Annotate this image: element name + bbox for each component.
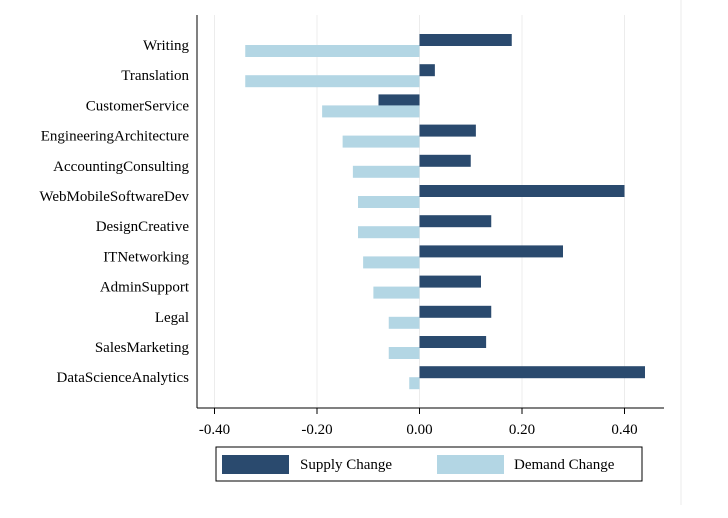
category-label: CustomerService: [86, 98, 190, 114]
demand-change-bar: [363, 256, 420, 269]
demand-change-bar: [245, 75, 420, 88]
category-label: WebMobileSoftwareDev: [39, 189, 189, 205]
supply-change-bar: [419, 336, 487, 348]
demand-change-bar: [358, 196, 420, 208]
axes: [196, 15, 664, 409]
demand-change-bar: [409, 377, 420, 390]
demand-change-bar: [245, 45, 420, 57]
supply-change-bar: [419, 185, 625, 197]
supply-change-bar: [419, 305, 492, 318]
category-label: AdminSupport: [100, 280, 190, 296]
demand-change-bar: [352, 165, 420, 178]
x-tick-label: -0.20: [301, 422, 332, 438]
demand-change-bar: [388, 316, 420, 329]
x-tick-label: 0.40: [611, 422, 637, 438]
demand-change-bar: [388, 347, 420, 359]
supply-change-bar: [419, 154, 471, 167]
supply-change-bar: [419, 215, 492, 228]
category-label: Translation: [121, 68, 189, 84]
x-tick-label: -0.40: [199, 422, 230, 438]
supply-change-bar: [419, 64, 435, 77]
legend: Supply Change Demand Change: [215, 446, 643, 482]
category-label: DataScienceAnalytics: [57, 370, 190, 386]
x-ticks: -0.40 -0.20 0.00 0.20 0.40: [199, 408, 638, 438]
demand-change-bar: [342, 135, 420, 148]
supply-change-bar: [419, 366, 645, 379]
category-label: AccountingConsulting: [53, 159, 189, 175]
x-tick-label: 0.20: [509, 422, 535, 438]
category-label: Legal: [155, 310, 189, 326]
demand-change-bar: [373, 286, 420, 299]
demand-change-bar: [322, 105, 420, 118]
category-label: DesignCreative: [96, 219, 190, 235]
demand-change-bar: [358, 226, 420, 239]
legend-swatch-supply: [222, 455, 289, 474]
supply-change-bar: [419, 245, 563, 258]
category-label: Writing: [143, 38, 190, 54]
supply-change-bar: [378, 94, 420, 107]
category-label: ITNetworking: [103, 249, 189, 265]
supply-change-bar: [419, 34, 512, 46]
category-labels: Writing Translation CustomerService Enginee…: [39, 38, 189, 386]
supply-change-bar: [419, 124, 476, 137]
x-tick-label: 0.00: [406, 422, 432, 438]
legend-label-demand: Demand Change: [514, 457, 615, 473]
category-label: SalesMarketing: [95, 340, 190, 356]
legend-label-supply: Supply Change: [300, 457, 392, 473]
supply-change-bar: [419, 275, 481, 288]
category-label: EngineeringArchitecture: [41, 129, 190, 145]
legend-swatch-demand: [437, 455, 504, 474]
bars: [245, 34, 645, 390]
